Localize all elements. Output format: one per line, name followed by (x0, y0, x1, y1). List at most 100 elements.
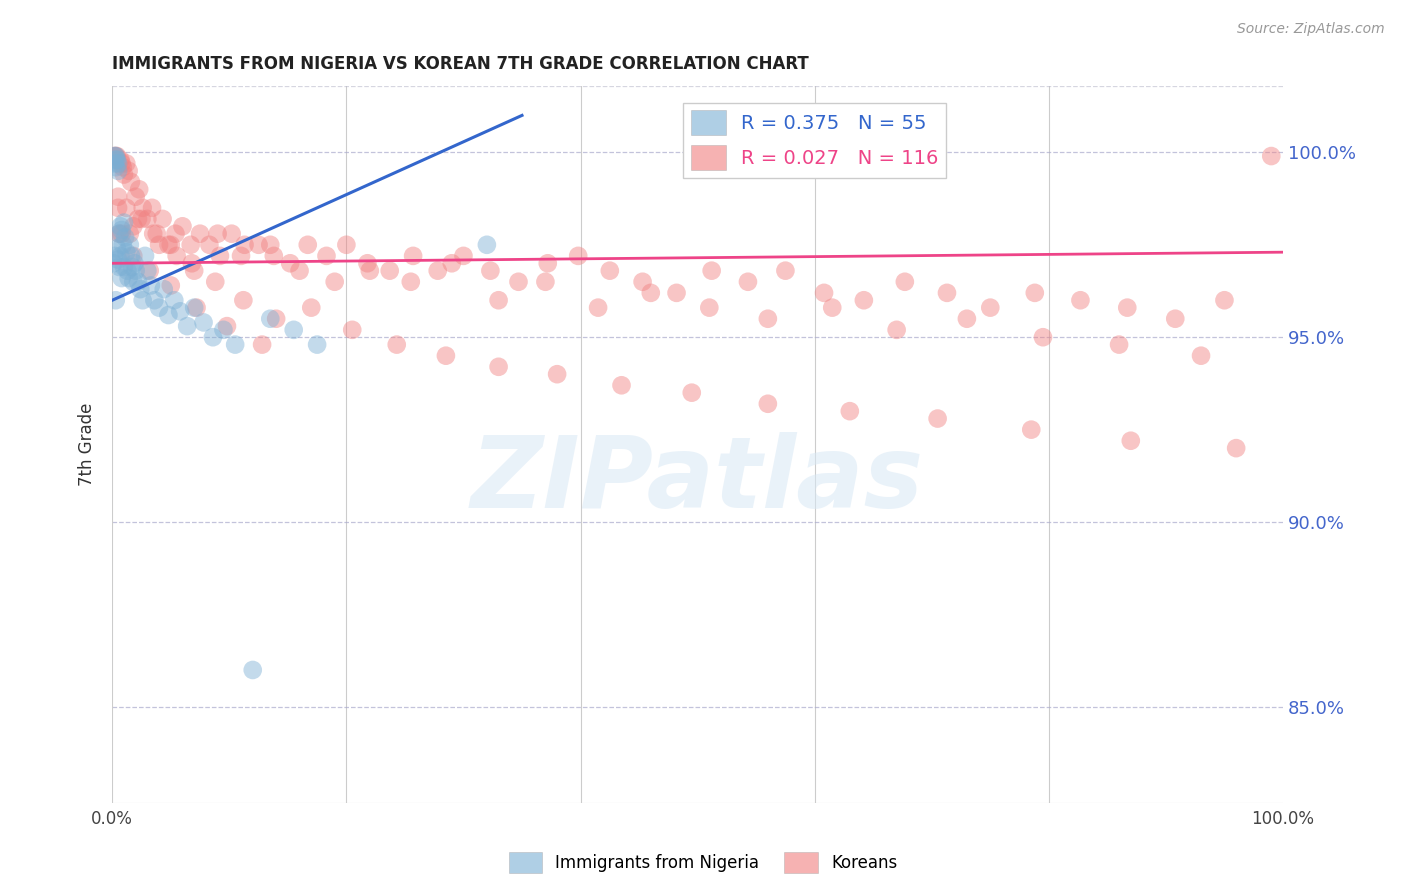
Point (665, 285, 688, 300)
Point (131, 211, 153, 226)
Point (148, 237, 170, 252)
Point (821, 301, 844, 315)
Point (700, 263, 723, 277)
Point (356, 256, 378, 270)
Point (229, 249, 252, 263)
Point (207, 227, 229, 241)
Point (979, 301, 1001, 315)
Point (104, 160, 127, 174)
Point (631, 275, 654, 289)
Point (139, 278, 162, 293)
Point (103, 249, 125, 263)
Point (434, 349, 457, 363)
Point (122, 219, 145, 234)
Point (159, 237, 181, 252)
Point (1024, 285, 1046, 300)
Point (122, 275, 145, 289)
Point (233, 237, 256, 252)
Point (1213, 293, 1236, 308)
Point (188, 227, 211, 241)
Legend: R = 0.375   N = 55, R = 0.027   N = 116: R = 0.375 N = 55, R = 0.027 N = 116 (683, 103, 946, 178)
Point (115, 245, 138, 260)
Text: ZIPatlas: ZIPatlas (471, 432, 924, 529)
Text: 0.0%: 0.0% (91, 810, 134, 829)
Point (117, 164, 139, 178)
Point (201, 330, 224, 344)
Point (1164, 311, 1187, 326)
Point (136, 263, 159, 277)
Point (359, 263, 381, 277)
Point (127, 211, 149, 226)
Text: IMMIGRANTS FROM NIGERIA VS KOREAN 7TH GRADE CORRELATION CHART: IMMIGRANTS FROM NIGERIA VS KOREAN 7TH GR… (112, 55, 808, 73)
Point (112, 216, 135, 230)
Point (936, 285, 959, 300)
Point (117, 263, 139, 277)
Point (172, 219, 194, 234)
Point (956, 311, 979, 326)
Point (131, 293, 153, 308)
Point (110, 271, 132, 285)
Point (176, 319, 198, 334)
Point (278, 256, 301, 270)
Point (208, 249, 231, 263)
Point (775, 263, 797, 277)
Point (107, 156, 129, 170)
Point (697, 301, 720, 315)
Point (127, 275, 149, 289)
Point (1225, 441, 1247, 455)
Y-axis label: 7th Grade: 7th Grade (79, 403, 96, 486)
Point (342, 323, 364, 337)
Point (107, 164, 129, 178)
Point (488, 293, 510, 308)
Point (180, 237, 202, 252)
Point (124, 190, 146, 204)
Point (1189, 349, 1212, 363)
Point (283, 323, 305, 337)
Point (114, 230, 136, 244)
Point (134, 249, 156, 263)
Point (108, 227, 131, 241)
Point (105, 153, 128, 167)
Point (315, 249, 337, 263)
Point (259, 237, 281, 252)
Point (110, 223, 132, 237)
Point (112, 168, 135, 182)
Point (212, 323, 235, 337)
Point (335, 237, 357, 252)
Point (378, 263, 401, 277)
Point (186, 301, 208, 315)
Point (215, 319, 238, 334)
Point (110, 153, 132, 167)
Point (108, 227, 131, 241)
Point (110, 227, 132, 241)
Point (136, 211, 159, 226)
Text: Source: ZipAtlas.com: Source: ZipAtlas.com (1237, 22, 1385, 37)
Point (737, 275, 759, 289)
Point (193, 315, 215, 329)
Point (107, 190, 129, 204)
Point (120, 175, 142, 189)
Point (838, 404, 860, 418)
Point (107, 201, 129, 215)
Point (157, 308, 180, 322)
Point (103, 149, 125, 163)
Point (488, 359, 510, 374)
Point (166, 249, 188, 263)
Point (250, 337, 273, 351)
Point (813, 285, 835, 300)
Point (1116, 301, 1139, 315)
Point (180, 256, 202, 270)
Point (264, 311, 287, 326)
Point (534, 275, 557, 289)
Point (440, 256, 463, 270)
Point (232, 293, 254, 308)
Point (1032, 330, 1054, 344)
Point (299, 301, 322, 315)
Point (104, 293, 127, 308)
Point (143, 293, 166, 308)
Point (852, 293, 875, 308)
Point (297, 237, 319, 252)
Legend: Immigrants from Nigeria, Koreans: Immigrants from Nigeria, Koreans (502, 846, 904, 880)
Point (103, 149, 125, 163)
Point (399, 275, 422, 289)
